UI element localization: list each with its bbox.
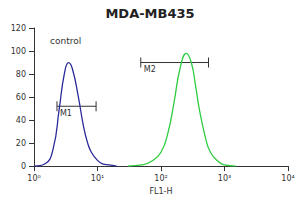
svg-text:20: 20 (16, 139, 26, 148)
svg-text:10¹: 10¹ (91, 174, 104, 183)
svg-text:control: control (50, 36, 81, 46)
svg-text:MDA-MB435: MDA-MB435 (105, 6, 194, 21)
svg-text:10²: 10² (154, 174, 167, 183)
svg-text:10⁴: 10⁴ (281, 174, 294, 183)
svg-text:120: 120 (11, 24, 26, 33)
svg-text:FL1-H: FL1-H (149, 187, 172, 196)
svg-text:10⁰: 10⁰ (27, 174, 40, 183)
svg-text:0: 0 (21, 162, 26, 171)
svg-text:M1: M1 (60, 109, 72, 118)
svg-text:M2: M2 (144, 65, 156, 74)
svg-text:10³: 10³ (218, 174, 231, 183)
svg-text:40: 40 (16, 116, 26, 125)
svg-text:80: 80 (16, 70, 26, 79)
svg-text:60: 60 (16, 93, 26, 102)
svg-text:100: 100 (11, 47, 26, 56)
